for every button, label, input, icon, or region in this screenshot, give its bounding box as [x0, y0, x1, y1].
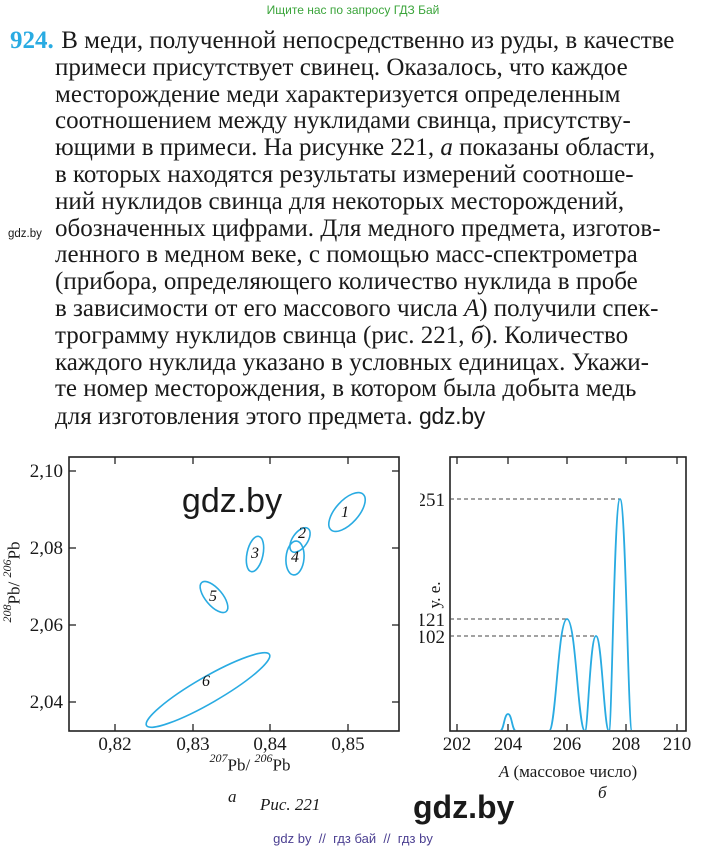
svg-text:208: 208: [612, 734, 641, 755]
svg-text:у. е.: у. е.: [425, 581, 444, 608]
svg-text:0,85: 0,85: [331, 734, 364, 755]
svg-text:2,08: 2,08: [30, 538, 63, 559]
svg-text:102: 102: [420, 627, 445, 648]
svg-text:2,04: 2,04: [30, 692, 64, 713]
svg-text:6: 6: [202, 673, 210, 690]
svg-text:gdz.by: gdz.by: [182, 482, 282, 520]
svg-text:2: 2: [298, 525, 306, 542]
svg-text:2,06: 2,06: [30, 615, 63, 636]
svg-text:206: 206: [553, 734, 582, 755]
svg-text:4: 4: [291, 549, 299, 566]
svg-text:5: 5: [209, 588, 217, 605]
svg-text:2,10: 2,10: [30, 461, 63, 482]
svg-text:202: 202: [443, 734, 472, 755]
svg-text:A (массовое число): A (массовое число): [498, 762, 637, 781]
svg-text:0,83: 0,83: [176, 734, 209, 755]
svg-text:210: 210: [663, 734, 692, 755]
svg-text:0,82: 0,82: [98, 734, 131, 755]
svg-text:1: 1: [341, 504, 349, 521]
svg-text:3: 3: [250, 545, 259, 562]
svg-text:251: 251: [420, 490, 445, 511]
svg-text:204: 204: [494, 734, 523, 755]
